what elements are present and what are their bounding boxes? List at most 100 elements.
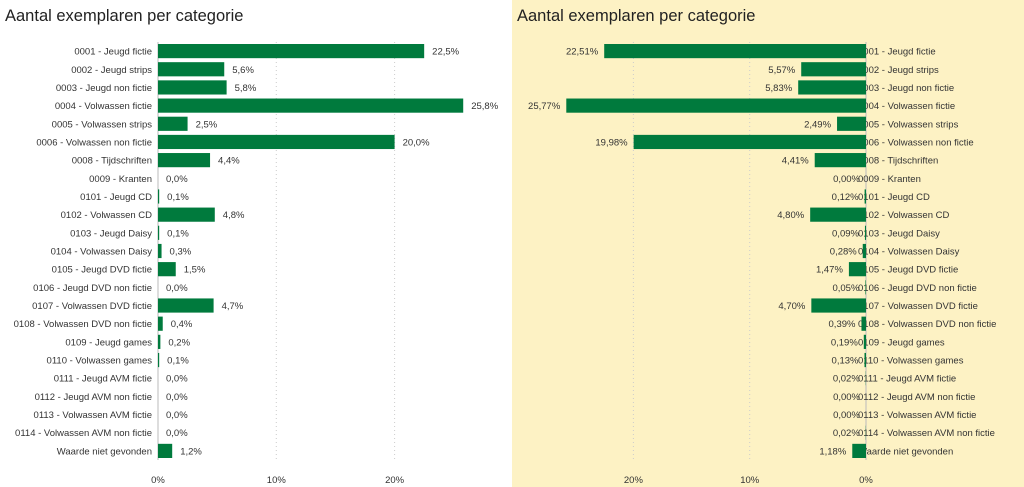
data-label: 4,7% [222,301,244,312]
category-label: 0104 - Volwassen Daisy [858,247,960,258]
bar [158,189,160,204]
bar [158,334,161,349]
bar [158,43,425,59]
data-label: 0,19% [831,337,858,348]
data-label: 2,49% [804,119,831,130]
chart-title: Aantal exemplaren per categorie [517,7,756,25]
category-label: 0111 - Jeugd AVM fictie [858,374,956,385]
category-label: 0004 - Volwassen fictie [858,101,955,112]
category-label: 0006 - Volwassen non fictie [858,137,974,148]
data-label: 4,70% [778,301,805,312]
data-label: 0,1% [167,228,189,239]
bar [852,443,866,459]
category-label: 0009 - Kranten [858,174,921,185]
data-label: 19,98% [595,137,628,148]
data-label: 0,1% [167,192,189,203]
bar [864,189,866,204]
data-label: 0,0% [166,410,188,421]
bar [864,225,866,240]
data-label: 22,5% [432,47,459,58]
category-label: 0110 - Volwassen games [858,356,964,367]
category-label: 0003 - Jeugd non fictie [858,83,954,94]
category-label: 0112 - Jeugd AVM non fictie [858,392,975,403]
category-label: 0004 - Volwassen fictie [55,101,152,112]
x-tick-label: 0% [151,475,165,486]
category-label: 0101 - Jeugd CD [858,192,930,203]
data-label: 0,0% [166,374,188,385]
data-label: 0,13% [832,356,859,367]
bar [633,134,866,150]
bar-chart-left: 0% 10% 20% 0001 - Jeugd fictie 22,5% 0002 - J… [14,42,499,486]
bar [810,207,866,222]
category-label: 0102 - Volwassen CD [858,210,949,221]
category-label: 0001 - Jeugd fictie [74,47,152,58]
bar [158,134,395,150]
x-tick-label: 20% [385,475,405,486]
bar [158,443,173,459]
bar-chart-right: 20% 10% 0% 0001 - Jeugd fictie 22,51% 0002 - … [528,42,996,486]
data-label: 0,0% [166,283,188,294]
category-label: 0109 - Jeugd games [858,337,945,348]
data-label: 0,00% [833,410,860,421]
x-tick-label: 10% [740,475,760,486]
category-label: 0101 - Jeugd CD [80,192,152,203]
data-label: 0,05% [832,283,859,294]
category-label: 0109 - Jeugd games [65,337,152,348]
bar [864,352,866,368]
data-label: 5,8% [235,83,257,94]
data-label: 0,02% [833,428,860,439]
bar [811,298,866,313]
bar [158,243,162,259]
data-label: 0,02% [833,374,860,385]
data-label: 25,8% [471,101,498,112]
category-label: 0102 - Volwassen CD [61,210,152,221]
bar [158,80,227,95]
bar [158,98,464,113]
bar [158,262,176,277]
bar [158,62,225,77]
category-label: 0008 - Tijdschriften [72,156,152,167]
category-label: 0106 - Jeugd DVD non fictie [858,283,977,294]
category-label: 0103 - Jeugd Daisy [70,228,152,239]
category-label: Waarde niet gevonden [858,446,953,457]
bar [158,153,211,168]
bar [158,207,215,222]
bar [158,352,160,368]
category-label: 0005 - Volwassen strips [52,119,153,130]
data-label: 0,1% [167,356,189,367]
data-label: 4,4% [218,156,240,167]
data-label: 0,3% [170,247,192,258]
data-label: 0,0% [166,174,188,185]
bar [865,280,866,295]
category-label: 0107 - Volwassen DVD fictie [32,301,152,312]
category-label: 0108 - Volwassen DVD non fictie [858,319,996,330]
category-label: 0104 - Volwassen Daisy [51,247,153,258]
bar [798,80,866,95]
category-label: 0009 - Kranten [89,174,152,185]
data-label: 0,00% [833,174,860,185]
category-label: 0006 - Volwassen non fictie [36,137,152,148]
data-label: 5,6% [232,65,254,76]
bar [158,316,163,331]
category-label: 0111 - Jeugd AVM fictie [54,374,152,385]
category-label: 0114 - Volwassen AVM non fictie [858,428,995,439]
category-label: 0001 - Jeugd fictie [858,47,936,58]
data-label: 1,47% [816,265,843,276]
bar [862,243,866,259]
category-label: 0110 - Volwassen games [47,356,153,367]
category-label: 0002 - Jeugd strips [71,65,152,76]
category-label: 0103 - Jeugd Daisy [858,228,940,239]
data-label: 2,5% [196,119,218,130]
category-label: 0113 - Volwassen AVM fictie [858,410,976,421]
category-label: 0008 - Tijdschriften [858,156,938,167]
category-label: 0114 - Volwassen AVM non fictie [15,428,152,439]
category-label: 0112 - Jeugd AVM non fictie [35,392,152,403]
bar [814,153,866,168]
x-tick-label: 10% [267,475,287,486]
data-label: 0,28% [830,247,857,258]
category-label: 0113 - Volwassen AVM fictie [34,410,152,421]
data-label: 25,77% [528,101,561,112]
category-label: 0005 - Volwassen strips [858,119,959,130]
bar [566,98,866,113]
data-label: 4,8% [223,210,245,221]
